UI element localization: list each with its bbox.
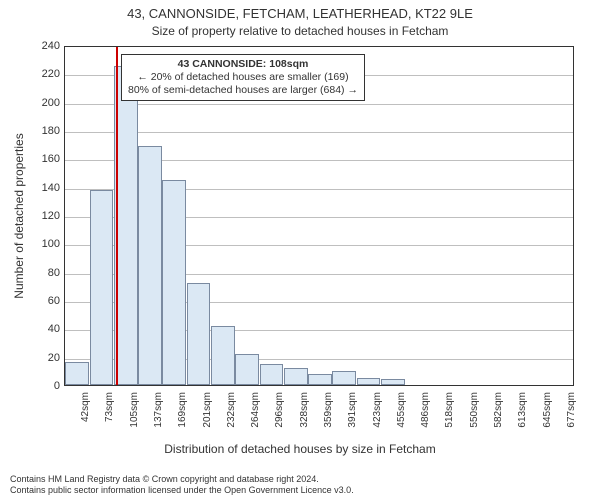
subject-marker-line bbox=[116, 47, 118, 385]
x-tick-label: 582sqm bbox=[493, 392, 504, 428]
x-tick-label: 518sqm bbox=[444, 392, 455, 428]
y-tick-label: 180 bbox=[30, 125, 60, 137]
x-tick-label: 73sqm bbox=[104, 392, 115, 422]
x-tick-label: 105sqm bbox=[129, 392, 140, 428]
x-tick-label: 359sqm bbox=[323, 392, 334, 428]
y-tick-label: 100 bbox=[30, 238, 60, 250]
x-tick-label: 550sqm bbox=[469, 392, 480, 428]
histogram-bar bbox=[235, 354, 259, 385]
footer-line-1: Contains HM Land Registry data © Crown c… bbox=[10, 474, 590, 485]
x-tick-label: 232sqm bbox=[226, 392, 237, 428]
y-tick-label: 160 bbox=[30, 153, 60, 165]
x-tick-label: 645sqm bbox=[542, 392, 553, 428]
x-tick-label: 455sqm bbox=[396, 392, 407, 428]
y-tick-label: 140 bbox=[30, 182, 60, 194]
histogram-bar bbox=[284, 368, 308, 385]
histogram-bar bbox=[357, 378, 381, 385]
x-tick-label: 423sqm bbox=[372, 392, 383, 428]
x-tick-label: 42sqm bbox=[80, 392, 91, 422]
annotation-box: 43 CANNONSIDE: 108sqm← 20% of detached h… bbox=[121, 54, 365, 101]
chart-container: 43, CANNONSIDE, FETCHAM, LEATHERHEAD, KT… bbox=[0, 0, 600, 500]
y-tick-label: 240 bbox=[30, 40, 60, 52]
y-tick-label: 120 bbox=[30, 210, 60, 222]
y-tick-label: 60 bbox=[30, 295, 60, 307]
y-tick-label: 0 bbox=[30, 380, 60, 392]
histogram-bar bbox=[381, 379, 405, 385]
y-axis-label: Number of detached properties bbox=[12, 51, 26, 216]
chart-title-sub: Size of property relative to detached ho… bbox=[0, 24, 600, 38]
x-tick-label: 264sqm bbox=[250, 392, 261, 428]
annotation-smaller-line: ← 20% of detached houses are smaller (16… bbox=[128, 71, 358, 84]
grid-line bbox=[65, 104, 573, 105]
x-tick-label: 296sqm bbox=[274, 392, 285, 428]
y-tick-label: 20 bbox=[30, 352, 60, 364]
histogram-bar bbox=[138, 146, 162, 385]
footer-attribution: Contains HM Land Registry data © Crown c… bbox=[10, 474, 590, 497]
chart-title-main: 43, CANNONSIDE, FETCHAM, LEATHERHEAD, KT… bbox=[0, 6, 600, 21]
y-tick-label: 40 bbox=[30, 323, 60, 335]
histogram-bar bbox=[211, 326, 235, 386]
x-axis-label: Distribution of detached houses by size … bbox=[0, 442, 600, 456]
annotation-subject-line: 43 CANNONSIDE: 108sqm bbox=[128, 58, 358, 71]
histogram-bar bbox=[65, 362, 89, 385]
x-tick-label: 613sqm bbox=[517, 392, 528, 428]
histogram-bar bbox=[187, 283, 211, 385]
x-tick-label: 201sqm bbox=[202, 392, 213, 428]
histogram-bar bbox=[260, 364, 284, 385]
histogram-bar bbox=[162, 180, 186, 385]
y-tick-label: 80 bbox=[30, 267, 60, 279]
x-tick-label: 486sqm bbox=[420, 392, 431, 428]
histogram-bar bbox=[332, 371, 356, 385]
grid-line bbox=[65, 132, 573, 133]
footer-line-2: Contains public sector information licen… bbox=[10, 485, 590, 496]
annotation-larger-line: 80% of semi-detached houses are larger (… bbox=[128, 84, 358, 97]
x-tick-label: 328sqm bbox=[299, 392, 310, 428]
x-tick-label: 677sqm bbox=[566, 392, 577, 428]
y-tick-label: 220 bbox=[30, 68, 60, 80]
x-tick-label: 137sqm bbox=[153, 392, 164, 428]
x-tick-label: 391sqm bbox=[347, 392, 358, 428]
histogram-bar bbox=[90, 190, 114, 386]
histogram-bar bbox=[308, 374, 332, 385]
x-tick-label: 169sqm bbox=[177, 392, 188, 428]
y-tick-label: 200 bbox=[30, 97, 60, 109]
